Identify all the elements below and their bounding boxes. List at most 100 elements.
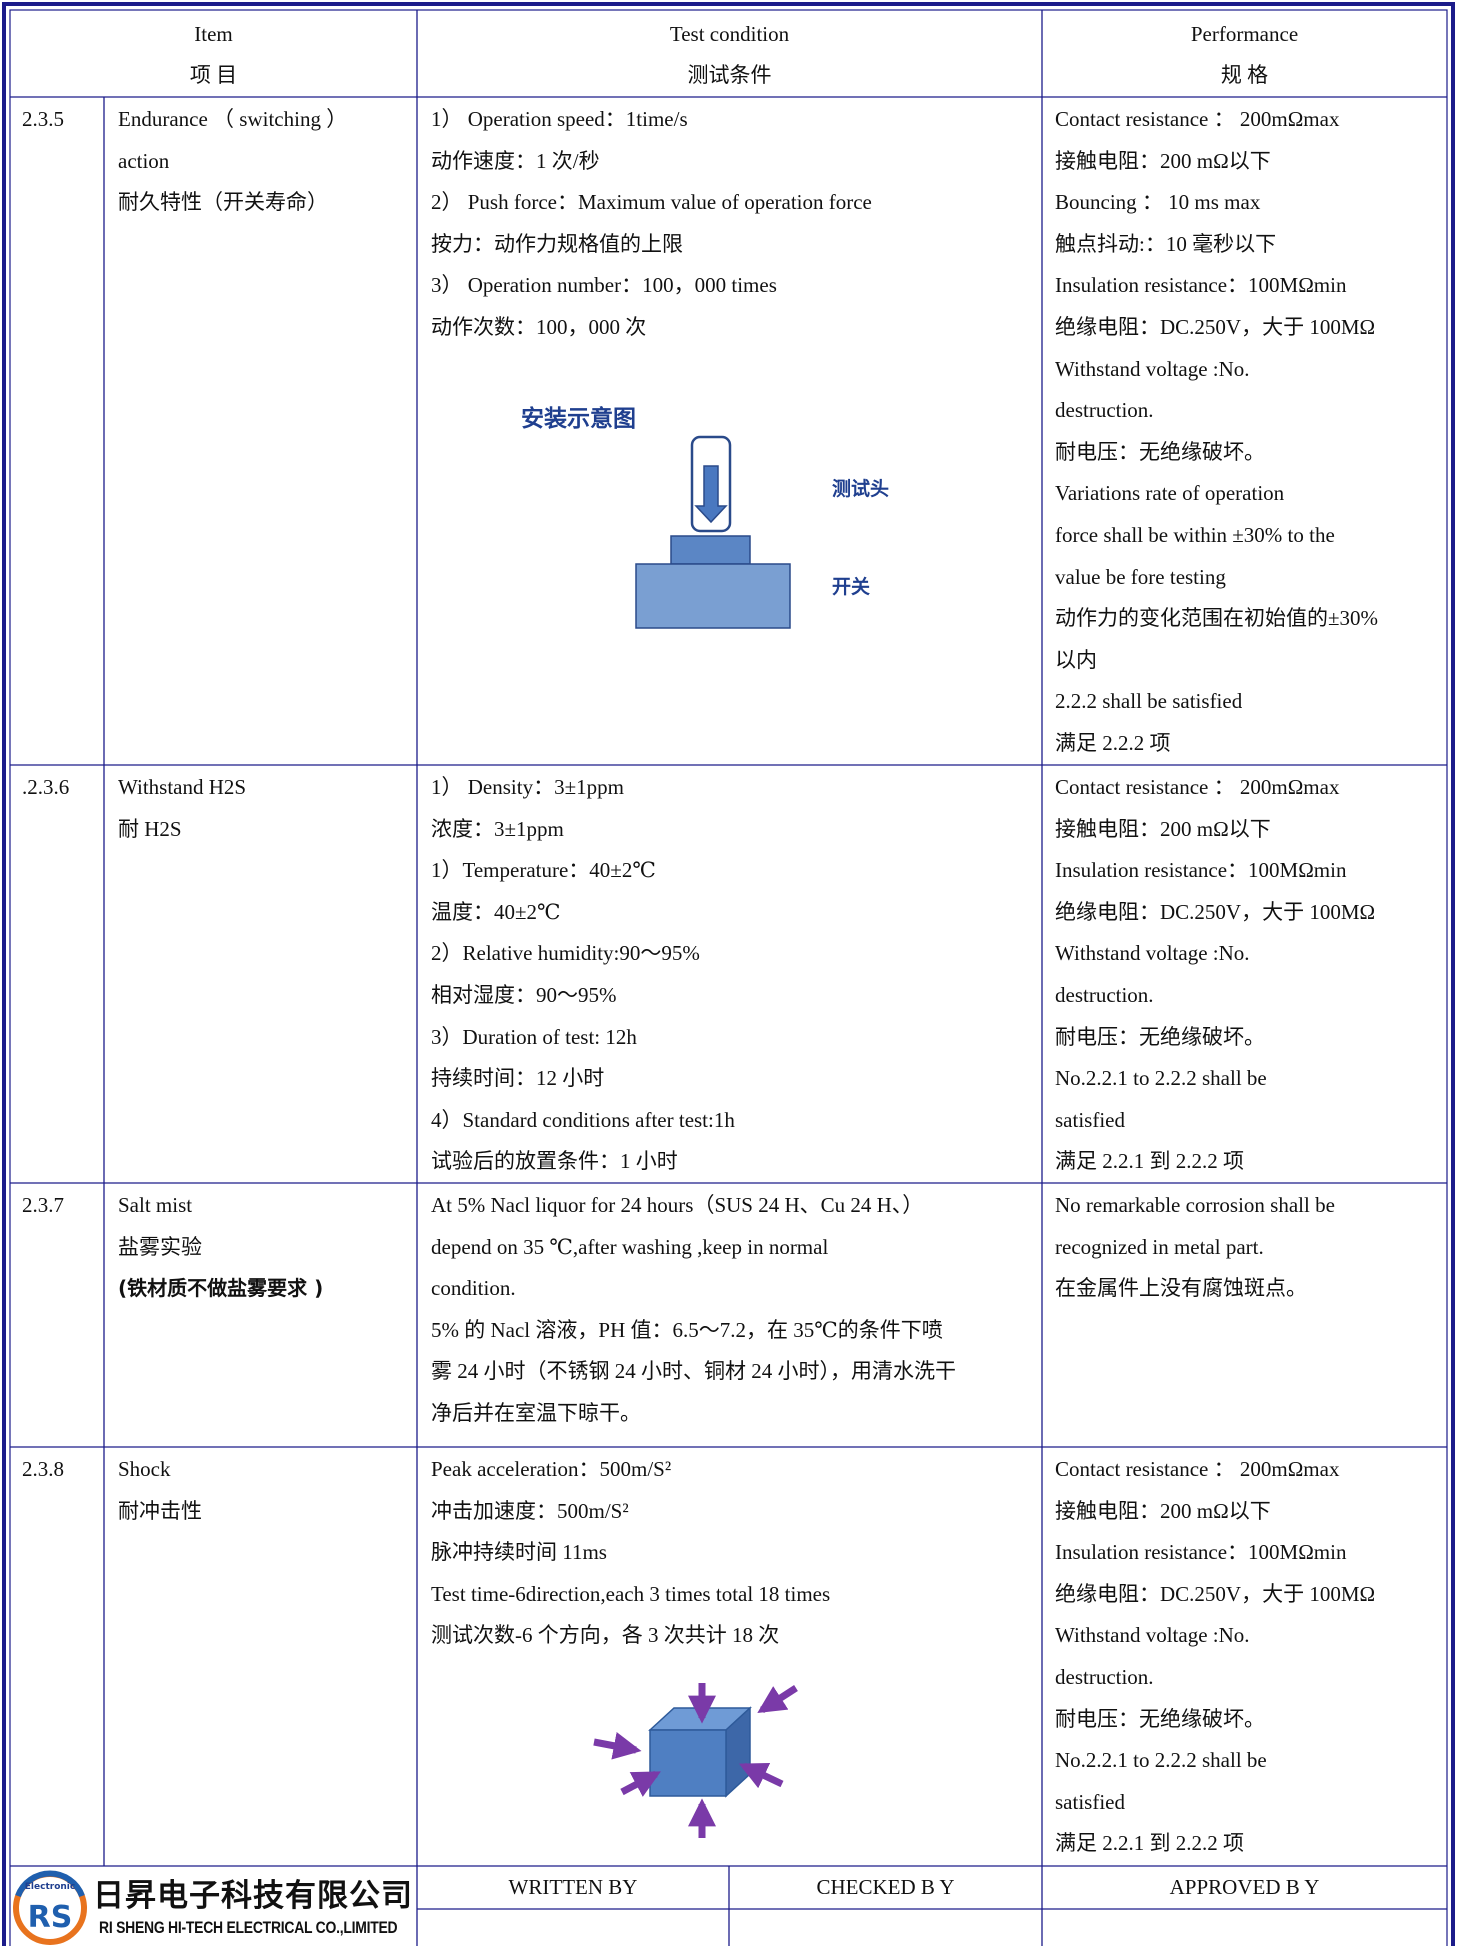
performance-line: 耐电压：无绝缘破坏。 — [1055, 1024, 1265, 1049]
condition-line: 3） Operation number：100，000 times — [431, 273, 777, 298]
item-number: 2.3.8 — [22, 1457, 64, 1481]
performance-line: 绝缘电阻：DC.250V，大于 100MΩ — [1055, 1581, 1376, 1606]
item-line: Endurance （ switching ） — [118, 107, 348, 131]
condition-line: 5% 的 Nacl 溶液，PH 值：6.5～7.2，在 35℃的条件下喷 — [431, 1317, 943, 1342]
item-number: 2.3.5 — [22, 107, 64, 131]
condition-line: 测试次数-6 个方向，各 3 次共计 18 次 — [431, 1623, 780, 1648]
performance-line: recognized in metal part. — [1055, 1234, 1264, 1259]
performance-line: 2.2.2 shall be satisfied — [1055, 689, 1243, 714]
condition-line: 持续时间：12 小时 — [431, 1066, 605, 1091]
performance-line: destruction. — [1055, 1665, 1154, 1689]
logo-text: Electronic — [25, 1882, 75, 1892]
condition-line: 冲击加速度：500m/S² — [431, 1498, 629, 1523]
performance-line: destruction. — [1055, 983, 1154, 1007]
performance-line: Contact resistance ： 200mΩmax — [1055, 107, 1340, 131]
condition-line: 浓度：3±1ppm — [431, 816, 564, 841]
performance-line: Insulation resistance：100MΩmin — [1055, 858, 1347, 883]
header-zh: 规 格 — [1220, 63, 1269, 87]
performance-line: Withstand voltage :No. — [1055, 941, 1250, 966]
header-en: Item — [194, 22, 233, 46]
condition-line: 相对湿度：90～95% — [431, 983, 617, 1007]
condition-line: 动作次数：100，000 次 — [431, 315, 647, 339]
condition-line: 4）Standard conditions after test:1h — [431, 1107, 735, 1132]
company-logo: Electronic RS — [13, 1870, 87, 1945]
condition-line: 1）Temperature：40±2℃ — [431, 858, 656, 883]
performance-line: 绝缘电阻：DC.250V，大于 100MΩ — [1055, 315, 1376, 339]
header-cell: Performance 规 格 — [1042, 14, 1447, 96]
performance-line: satisfied — [1055, 1789, 1125, 1814]
probe-arrow — [694, 465, 728, 524]
mounting-diagram: 安装示意图 测试头 开关 — [521, 405, 889, 629]
performance-line: No.2.2.1 to 2.2.2 shall be — [1055, 1066, 1267, 1091]
performance-line: Variations rate of operation — [1055, 481, 1285, 506]
performance-line: Contact resistance ： 200mΩmax — [1055, 1457, 1340, 1481]
performance-line: 接触电阻：200 mΩ以下 — [1055, 1498, 1271, 1523]
condition-line: 脉冲持续时间 11ms — [431, 1540, 607, 1565]
item-number: .2.3.6 — [22, 775, 70, 799]
performance-line: 接触电阻：200 mΩ以下 — [1055, 816, 1271, 841]
condition-line: 动作速度：1 次/秒 — [431, 148, 600, 173]
performance-line: 绝缘电阻：DC.250V，大于 100MΩ — [1055, 899, 1376, 924]
performance-line: Bouncing ： 10 ms max — [1055, 190, 1261, 215]
header-en: Test condition — [669, 22, 790, 46]
performance-line: 耐电压：无绝缘破坏。 — [1055, 1706, 1265, 1731]
item-line: 耐冲击性 — [118, 1498, 202, 1523]
switch-button — [670, 535, 751, 565]
item-line: 盐雾实验 — [118, 1234, 202, 1259]
shock-diagram — [593, 1683, 798, 1838]
performance-line: 耐电压：无绝缘破坏。 — [1055, 439, 1265, 464]
probe-label: 测试头 — [832, 478, 889, 500]
figure-title: 安装示意图 — [521, 405, 636, 432]
condition-line: At 5% Nacl liquor for 24 hours（SUS 24 H、… — [431, 1193, 924, 1217]
performance-line: No remarkable corrosion shall be — [1055, 1193, 1335, 1217]
condition-line: 温度：40±2℃ — [431, 899, 561, 924]
item-line: Salt mist — [118, 1193, 193, 1217]
performance-line: satisfied — [1055, 1107, 1125, 1132]
header-cell: Test condition 测试条件 — [417, 14, 1042, 96]
approved-by: APPROVED B Y — [1169, 1875, 1320, 1899]
performance-line: Withstand voltage :No. — [1055, 356, 1250, 381]
condition-line: 2）Relative humidity:90～95% — [431, 941, 700, 966]
performance-line: 以内 — [1055, 647, 1097, 672]
condition-line: condition. — [431, 1276, 516, 1301]
performance-line: Contact resistance ： 200mΩmax — [1055, 775, 1340, 799]
item-number: 2.3.7 — [22, 1193, 64, 1217]
performance-line: 触点抖动:：10 毫秒以下 — [1055, 231, 1277, 256]
header-zh: 测试条件 — [687, 63, 772, 87]
item-line: 耐 H2S — [118, 816, 182, 841]
switch-label: 开关 — [832, 575, 870, 598]
condition-line: 1） Operation speed：1time/s — [431, 107, 688, 131]
condition-line: 试验后的放置条件：1 小时 — [431, 1149, 678, 1174]
condition-line: 2） Push force：Maximum value of operation… — [431, 190, 872, 215]
condition-line: 1） Density：3±1ppm — [431, 775, 624, 799]
performance-line: 满足 2.2.1 到 2.2.2 项 — [1055, 1831, 1244, 1856]
header-cell: Item 项 目 — [10, 14, 417, 96]
performance-line: 满足 2.2.1 到 2.2.2 项 — [1055, 1149, 1244, 1174]
cube-front — [649, 1729, 727, 1797]
performance-line: Insulation resistance：100MΩmin — [1055, 1540, 1347, 1565]
performance-line: 满足 2.2.2 项 — [1055, 731, 1171, 755]
performance-line: force shall be within ±30% to the — [1055, 523, 1335, 547]
performance-line: 动作力的变化范围在初始值的±30% — [1055, 606, 1379, 631]
logo-mark: RS — [28, 1900, 73, 1935]
item-line: 耐久特性（开关寿命） — [118, 190, 328, 215]
performance-line: 在金属件上没有腐蚀斑点。 — [1055, 1276, 1307, 1301]
condition-line: 净后并在室温下晾干。 — [431, 1401, 641, 1425]
force-arrows — [593, 1683, 798, 1838]
condition-line: depend on 35 ℃,after washing ,keep in no… — [431, 1234, 829, 1259]
performance-line: No.2.2.1 to 2.2.2 shall be — [1055, 1748, 1267, 1773]
condition-line: Test time-6direction,each 3 times total … — [431, 1581, 831, 1606]
header-zh: 项 目 — [189, 63, 238, 87]
item-line: Withstand H2S — [118, 775, 247, 799]
performance-line: value be fore testing — [1055, 564, 1226, 589]
item-line: Shock — [118, 1457, 171, 1481]
company-name-zh: 日昇电子科技有限公司 — [93, 1878, 413, 1914]
item-line: (铁材质不做盐雾要求 ) — [118, 1276, 324, 1301]
performance-line: Insulation resistance：100MΩmin — [1055, 273, 1347, 298]
condition-line: 3）Duration of test: 12h — [431, 1024, 637, 1049]
written-by: WRITTEN BY — [508, 1875, 638, 1899]
condition-line: Peak acceleration：500m/S² — [431, 1457, 672, 1481]
